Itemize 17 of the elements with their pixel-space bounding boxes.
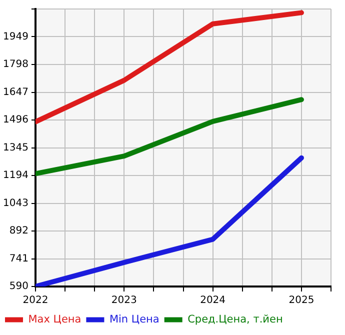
y-tick-label: 1194	[2, 170, 28, 182]
y-tick-label: 1043	[2, 198, 28, 209]
legend-label: Сред.Цена, т.йен	[188, 313, 283, 326]
y-tick-label: 1647	[2, 86, 28, 98]
legend-label: Min Цена	[109, 313, 160, 326]
y-tick-label: 590	[9, 281, 28, 292]
y-tick-label: 892	[9, 226, 28, 237]
x-tick-label: 2022	[22, 295, 48, 306]
x-tick-label: 2023	[111, 295, 137, 306]
x-tick-label: 2024	[200, 295, 226, 306]
y-tick-label: 1496	[2, 114, 28, 126]
y-tick-label: 741	[9, 253, 28, 264]
x-tick-label: 2025	[288, 295, 314, 306]
legend-label: Max Цена	[28, 313, 82, 326]
y-tick-label: 1798	[2, 59, 28, 70]
y-tick-label: 1949	[2, 31, 28, 42]
y-tick-label: 1345	[2, 142, 28, 154]
